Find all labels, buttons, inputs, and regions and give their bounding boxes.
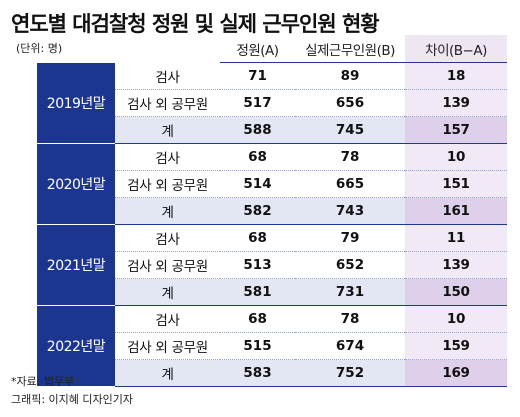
table-row: 2022년말 검사 68 78 10 — [37, 305, 507, 387]
graphic-credit: 그래픽: 이지혜 디자인기자 — [11, 393, 134, 406]
year-cell: 2021년말 — [37, 224, 115, 306]
header-capacity: 정원(A) — [220, 35, 295, 63]
table-body: 2019년말 검사 71 89 18 검사 외 공무원 517 656 139 계 588 745 15… — [37, 62, 507, 387]
unit-note: (단위: 명) — [16, 42, 63, 55]
source-note: *자료: 법무부 — [11, 375, 75, 388]
table-row: 검사 외 공무원 513 652 139 — [37, 251, 507, 279]
diff-cell: 11 — [405, 224, 507, 252]
page-title: 연도별 대검찰청 정원 및 실제 근무인원 현황 — [11, 12, 380, 36]
capacity-cell: 588 — [220, 116, 295, 144]
diff-cell: 139 — [405, 89, 507, 117]
capacity-cell: 515 — [220, 332, 295, 360]
table-row: 2021년말 검사 68 79 11 — [37, 224, 507, 306]
actual-cell: 745 — [295, 116, 405, 144]
diff-cell: 169 — [405, 359, 507, 387]
actual-cell: 78 — [295, 143, 405, 171]
table-row: 검사 외 공무원 517 656 139 — [37, 89, 507, 117]
year-cell: 2019년말 — [37, 62, 115, 144]
diff-cell: 157 — [405, 116, 507, 144]
category-cell: 검사 외 공무원 — [115, 170, 220, 198]
actual-cell: 79 — [295, 224, 405, 252]
header-row: 정원(A) 실제근무인원(B) 차이(B−A) — [37, 35, 507, 63]
table-row: 계 588 745 157 — [37, 116, 507, 144]
actual-cell: 89 — [295, 62, 405, 90]
diff-cell: 10 — [405, 143, 507, 171]
table-row: 검사 외 공무원 514 665 151 — [37, 170, 507, 198]
category-cell: 검사 외 공무원 — [115, 251, 220, 279]
diff-cell: 161 — [405, 197, 507, 225]
category-cell: 계 — [115, 116, 220, 144]
category-cell: 검사 외 공무원 — [115, 332, 220, 360]
year-cell: 2020년말 — [37, 143, 115, 225]
table-row: 검사 외 공무원 515 674 159 — [37, 332, 507, 360]
capacity-cell: 68 — [220, 224, 295, 252]
diff-cell: 139 — [405, 251, 507, 279]
diff-cell: 151 — [405, 170, 507, 198]
category-cell: 검사 — [115, 143, 220, 171]
diff-cell: 18 — [405, 62, 507, 90]
category-cell: 검사 — [115, 224, 220, 252]
table-row: 2020년말 검사 68 78 10 — [37, 143, 507, 225]
actual-cell: 743 — [295, 197, 405, 225]
category-cell: 계 — [115, 278, 220, 306]
category-cell: 검사 — [115, 305, 220, 333]
diff-cell: 150 — [405, 278, 507, 306]
header-category-blank — [115, 35, 220, 63]
actual-cell: 731 — [295, 278, 405, 306]
capacity-cell: 581 — [220, 278, 295, 306]
table-row: 계 582 743 161 — [37, 197, 507, 225]
table-row: 계 581 731 150 — [37, 278, 507, 306]
capacity-cell: 68 — [220, 143, 295, 171]
capacity-cell: 68 — [220, 305, 295, 333]
year-cell: 2022년말 — [37, 305, 115, 387]
header-year-blank — [37, 35, 115, 63]
actual-cell: 752 — [295, 359, 405, 387]
actual-cell: 78 — [295, 305, 405, 333]
actual-cell: 665 — [295, 170, 405, 198]
diff-cell: 159 — [405, 332, 507, 360]
header-diff: 차이(B−A) — [405, 35, 507, 63]
category-cell: 검사 외 공무원 — [115, 89, 220, 117]
header-actual: 실제근무인원(B) — [295, 35, 405, 63]
category-cell: 계 — [115, 359, 220, 387]
capacity-cell: 582 — [220, 197, 295, 225]
category-cell: 계 — [115, 197, 220, 225]
capacity-cell: 513 — [220, 251, 295, 279]
actual-cell: 656 — [295, 89, 405, 117]
actual-cell: 674 — [295, 332, 405, 360]
capacity-cell: 583 — [220, 359, 295, 387]
staffing-table: 정원(A) 실제근무인원(B) 차이(B−A) 2019년말 검사 71 89 18 검사… — [37, 35, 507, 387]
table-row: 2019년말 검사 71 89 18 — [37, 62, 507, 144]
table-row: 계 583 752 169 — [37, 359, 507, 387]
capacity-cell: 71 — [220, 62, 295, 90]
actual-cell: 652 — [295, 251, 405, 279]
capacity-cell: 514 — [220, 170, 295, 198]
capacity-cell: 517 — [220, 89, 295, 117]
diff-cell: 10 — [405, 305, 507, 333]
category-cell: 검사 — [115, 62, 220, 90]
